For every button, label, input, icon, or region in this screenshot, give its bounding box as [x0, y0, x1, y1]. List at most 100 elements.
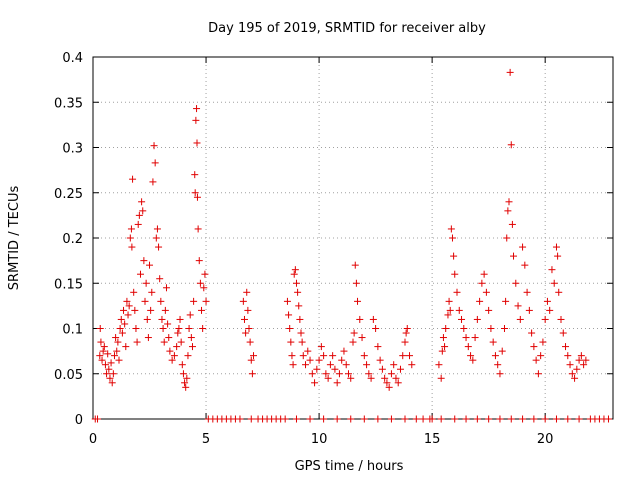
data-point — [568, 370, 576, 378]
data-point — [250, 352, 258, 360]
data-point — [108, 379, 116, 387]
data-point — [326, 361, 334, 369]
data-point — [131, 306, 139, 314]
data-point — [99, 347, 107, 355]
data-point — [502, 297, 510, 305]
data-point — [402, 329, 410, 337]
data-point — [360, 415, 368, 423]
data-point — [320, 352, 328, 360]
data-point — [521, 261, 529, 269]
data-point — [299, 352, 307, 360]
data-point — [295, 302, 303, 310]
data-point — [460, 325, 468, 332]
data-point — [435, 361, 443, 369]
data-point — [442, 325, 450, 332]
data-point — [173, 343, 181, 351]
data-point — [304, 347, 312, 355]
y-tick-label: 0.3 — [62, 142, 83, 157]
data-point — [317, 343, 325, 351]
data-point — [132, 325, 140, 332]
data-point — [289, 361, 297, 369]
data-point — [113, 347, 121, 355]
data-point — [458, 315, 466, 323]
data-point — [514, 302, 522, 310]
data-point — [447, 225, 455, 233]
data-point — [365, 370, 373, 378]
data-point — [534, 370, 542, 378]
data-point — [133, 338, 141, 346]
data-point — [505, 198, 513, 206]
data-point — [315, 356, 323, 364]
data-point — [528, 329, 536, 337]
data-point — [247, 415, 255, 423]
data-point — [124, 311, 132, 319]
data-point — [383, 379, 391, 387]
data-point — [174, 329, 182, 337]
data-point — [161, 306, 169, 314]
data-point — [564, 352, 572, 360]
data-point — [191, 189, 199, 197]
data-point — [444, 311, 452, 319]
data-point — [467, 352, 475, 360]
data-point — [451, 270, 459, 278]
data-point — [445, 297, 453, 305]
data-point — [523, 288, 531, 296]
data-point — [158, 315, 166, 323]
y-tick-label: 0.35 — [54, 96, 83, 111]
data-point — [564, 415, 572, 423]
data-point — [469, 356, 477, 364]
data-point — [450, 252, 458, 260]
data-point — [350, 329, 358, 337]
data-point — [363, 361, 371, 369]
data-point — [202, 297, 210, 305]
data-point — [344, 370, 352, 378]
data-point — [149, 178, 157, 186]
data-point — [448, 234, 456, 242]
data-point — [360, 352, 368, 360]
y-tick-label: 0.25 — [54, 187, 83, 202]
data-point — [394, 379, 402, 387]
data-point — [287, 338, 295, 346]
data-point — [453, 288, 461, 296]
y-tick-label: 0 — [75, 413, 83, 428]
data-point — [349, 338, 357, 346]
data-point — [198, 306, 206, 314]
data-point — [408, 361, 416, 369]
data-point — [147, 306, 155, 314]
data-point — [557, 315, 565, 323]
data-point — [121, 320, 129, 328]
data-point — [193, 139, 201, 147]
data-point — [306, 415, 314, 423]
x-tick-label: 10 — [311, 432, 328, 447]
data-point — [573, 365, 581, 373]
data-point — [107, 359, 115, 367]
data-point — [200, 284, 208, 292]
data-point — [347, 374, 355, 382]
data-point — [246, 338, 254, 346]
data-point — [292, 279, 300, 287]
data-point — [496, 370, 504, 378]
data-point — [103, 370, 111, 378]
data-point — [156, 275, 164, 283]
data-point — [122, 343, 130, 351]
data-point — [455, 306, 463, 314]
data-point — [487, 325, 495, 332]
data-point — [110, 352, 118, 360]
data-point — [356, 315, 364, 323]
data-point — [179, 370, 187, 378]
data-point — [164, 320, 172, 328]
data-point — [100, 343, 108, 351]
data-point — [160, 338, 168, 346]
data-point — [541, 415, 549, 423]
data-point — [320, 415, 328, 423]
data-point — [485, 415, 493, 423]
x-tick-label: 0 — [89, 432, 97, 447]
data-point — [306, 356, 314, 364]
data-point — [193, 193, 201, 201]
grid-lines — [93, 57, 613, 419]
data-point — [369, 315, 377, 323]
data-point — [298, 338, 306, 346]
data-point — [190, 297, 198, 305]
data-point — [182, 383, 190, 391]
data-point — [552, 415, 560, 423]
